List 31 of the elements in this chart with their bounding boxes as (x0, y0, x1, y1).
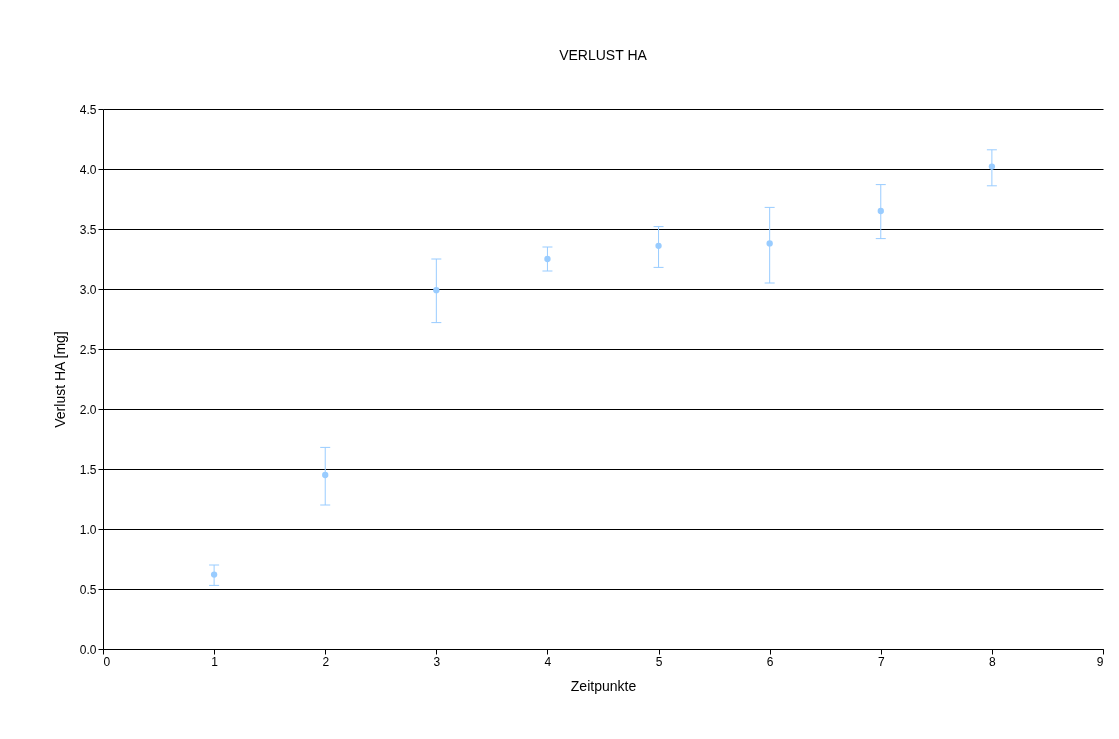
x-tick-label: 8 (989, 654, 997, 669)
y-tick-label: 1.5 (79, 462, 97, 477)
point (877, 207, 884, 215)
y-tick-label: 4.5 (79, 102, 97, 117)
point (433, 287, 440, 294)
x-tick-label: 1 (211, 654, 219, 669)
x-tick-label: 6 (766, 654, 774, 669)
y-tick-label: 4.0 (79, 162, 97, 177)
x-axis-title: Zeitpunkte (570, 677, 637, 694)
point (322, 471, 329, 479)
y-tick-label: 1.0 (79, 522, 97, 537)
point (544, 255, 551, 263)
y-tick-label: 3.0 (79, 282, 97, 297)
y-tick-label: 2.5 (79, 342, 97, 357)
x-tick-label: 0 (103, 654, 111, 669)
y-tick-label: 3.5 (79, 222, 97, 237)
y-tick-label: 0.0 (79, 642, 97, 657)
point (655, 242, 662, 249)
chart-title: VERLUST HA (559, 47, 648, 63)
point (766, 240, 773, 247)
y-axis-title: Verlust HA [mg] (51, 331, 68, 428)
x-tick-label: 9 (1096, 654, 1104, 669)
x-tick-label: 3 (433, 654, 441, 669)
x-tick-label: 2 (322, 654, 330, 669)
y-tick-label: 0.5 (79, 582, 97, 597)
x-tick-label: 5 (655, 654, 663, 669)
x-tick-label: 7 (877, 654, 885, 669)
y-tick-label: 2.0 (79, 402, 97, 417)
point (988, 163, 996, 170)
x-tick-label: 4 (544, 654, 552, 669)
point (210, 571, 218, 578)
